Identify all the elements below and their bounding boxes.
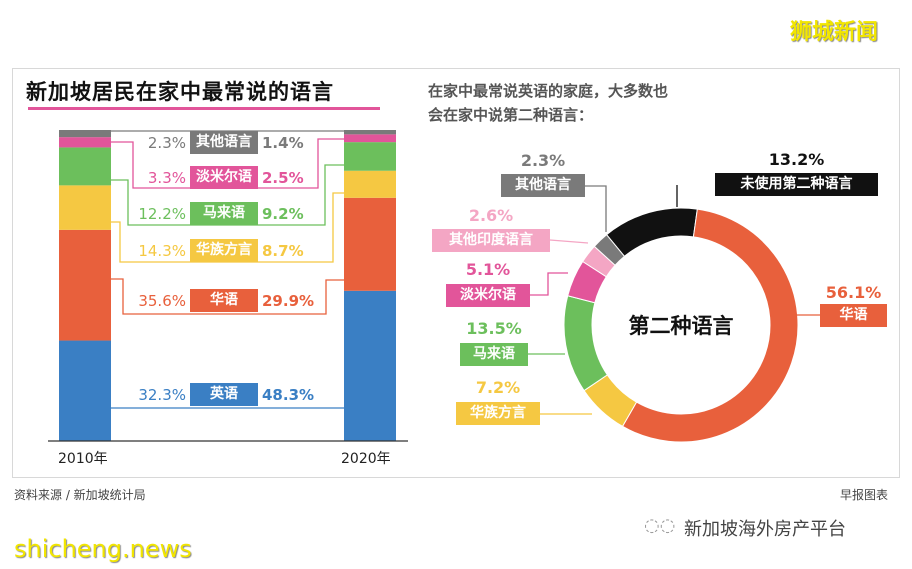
value-2020: 48.3% xyxy=(262,386,315,404)
value-2010: 2.3% xyxy=(147,134,186,152)
legend-label: 马来语 xyxy=(190,202,258,225)
leader-line xyxy=(530,272,568,296)
watermark-bottom: shicheng.news xyxy=(14,535,192,563)
bar-1-segment xyxy=(344,197,396,291)
x-tick-2020: 2020年 xyxy=(341,451,391,467)
title-underline xyxy=(28,107,380,110)
legend-label: 淡米尔语 xyxy=(190,166,258,189)
slice-label: 马来语 xyxy=(460,343,528,366)
slice-value: 7.2% xyxy=(475,378,521,397)
value-2010: 3.3% xyxy=(147,169,186,187)
slice-value: 13.5% xyxy=(466,319,522,338)
right-chart-title: 在家中最常说英语的家庭，大多数也 会在家中说第二种语言： xyxy=(428,79,668,127)
slice-value: 2.3% xyxy=(520,151,566,170)
slice-label: 华语 xyxy=(820,304,887,327)
slice-value: 13.2% xyxy=(768,150,825,169)
value-2010: 32.3% xyxy=(138,386,186,404)
legend-label: 英语 xyxy=(190,383,258,406)
donut-slice xyxy=(593,234,626,266)
x-tick-2010: 2010年 xyxy=(58,451,108,467)
connector-line-3 xyxy=(111,164,344,226)
donut-slice xyxy=(605,207,698,258)
value-2010: 12.2% xyxy=(138,205,186,223)
chart-frame xyxy=(12,68,900,478)
connector-line-1 xyxy=(111,278,344,315)
value-2020: 8.7% xyxy=(262,242,304,260)
legend-label: 华族方言 xyxy=(190,239,258,262)
bar-1-segment xyxy=(344,170,396,198)
legend-label: 华语 xyxy=(190,289,258,312)
bar-0-segment xyxy=(59,340,111,441)
value-2020: 1.4% xyxy=(262,134,304,152)
donut-slice xyxy=(621,208,799,443)
watermark-top: 狮城新闻 xyxy=(790,20,879,45)
bar-1-segment xyxy=(344,134,396,143)
slice-value: 2.6% xyxy=(468,206,514,225)
bar-1-segment xyxy=(344,130,396,135)
value-2020: 29.9% xyxy=(262,292,315,310)
bar-0-segment xyxy=(59,130,111,138)
slice-label: 淡米尔语 xyxy=(446,284,530,307)
slice-label: 未使用第二种语言 xyxy=(715,173,878,196)
bar-0-segment xyxy=(59,137,111,148)
left-chart-title: 新加坡居民在家中最常说的语言 xyxy=(26,80,334,104)
watermark-wechat: 新加坡海外房产平台 xyxy=(684,519,846,540)
donut-center-label: 第二种语言 xyxy=(628,314,734,338)
leader-line xyxy=(549,239,589,244)
bar-0-segment xyxy=(59,147,111,186)
slice-label: 其他印度语言 xyxy=(432,229,550,252)
source-note: 资料来源 / 新加坡统计局 xyxy=(14,488,146,502)
bar-0-segment xyxy=(59,229,111,341)
right-title-line-2: 会在家中说第二种语言： xyxy=(428,106,594,124)
leader-line xyxy=(585,185,607,232)
value-2020: 9.2% xyxy=(262,205,304,223)
wechat-icon: ◌◌ xyxy=(644,515,676,536)
bar-0-segment xyxy=(59,185,111,230)
slice-label: 华族方言 xyxy=(456,402,540,425)
bar-1-segment xyxy=(344,290,396,441)
slice-value: 56.1% xyxy=(825,283,882,302)
legend-label: 其他语言 xyxy=(190,131,258,154)
bar-1-segment xyxy=(344,142,396,171)
value-2020: 2.5% xyxy=(262,169,304,187)
credit-note: 早报图表 xyxy=(840,488,889,502)
right-title-line-1: 在家中最常说英语的家庭，大多数也 xyxy=(428,82,669,100)
connector-line-2 xyxy=(111,192,344,263)
slice-value: 5.1% xyxy=(465,260,511,279)
value-2010: 35.6% xyxy=(138,292,186,310)
value-2010: 14.3% xyxy=(138,242,186,260)
slice-label: 其他语言 xyxy=(501,174,585,197)
